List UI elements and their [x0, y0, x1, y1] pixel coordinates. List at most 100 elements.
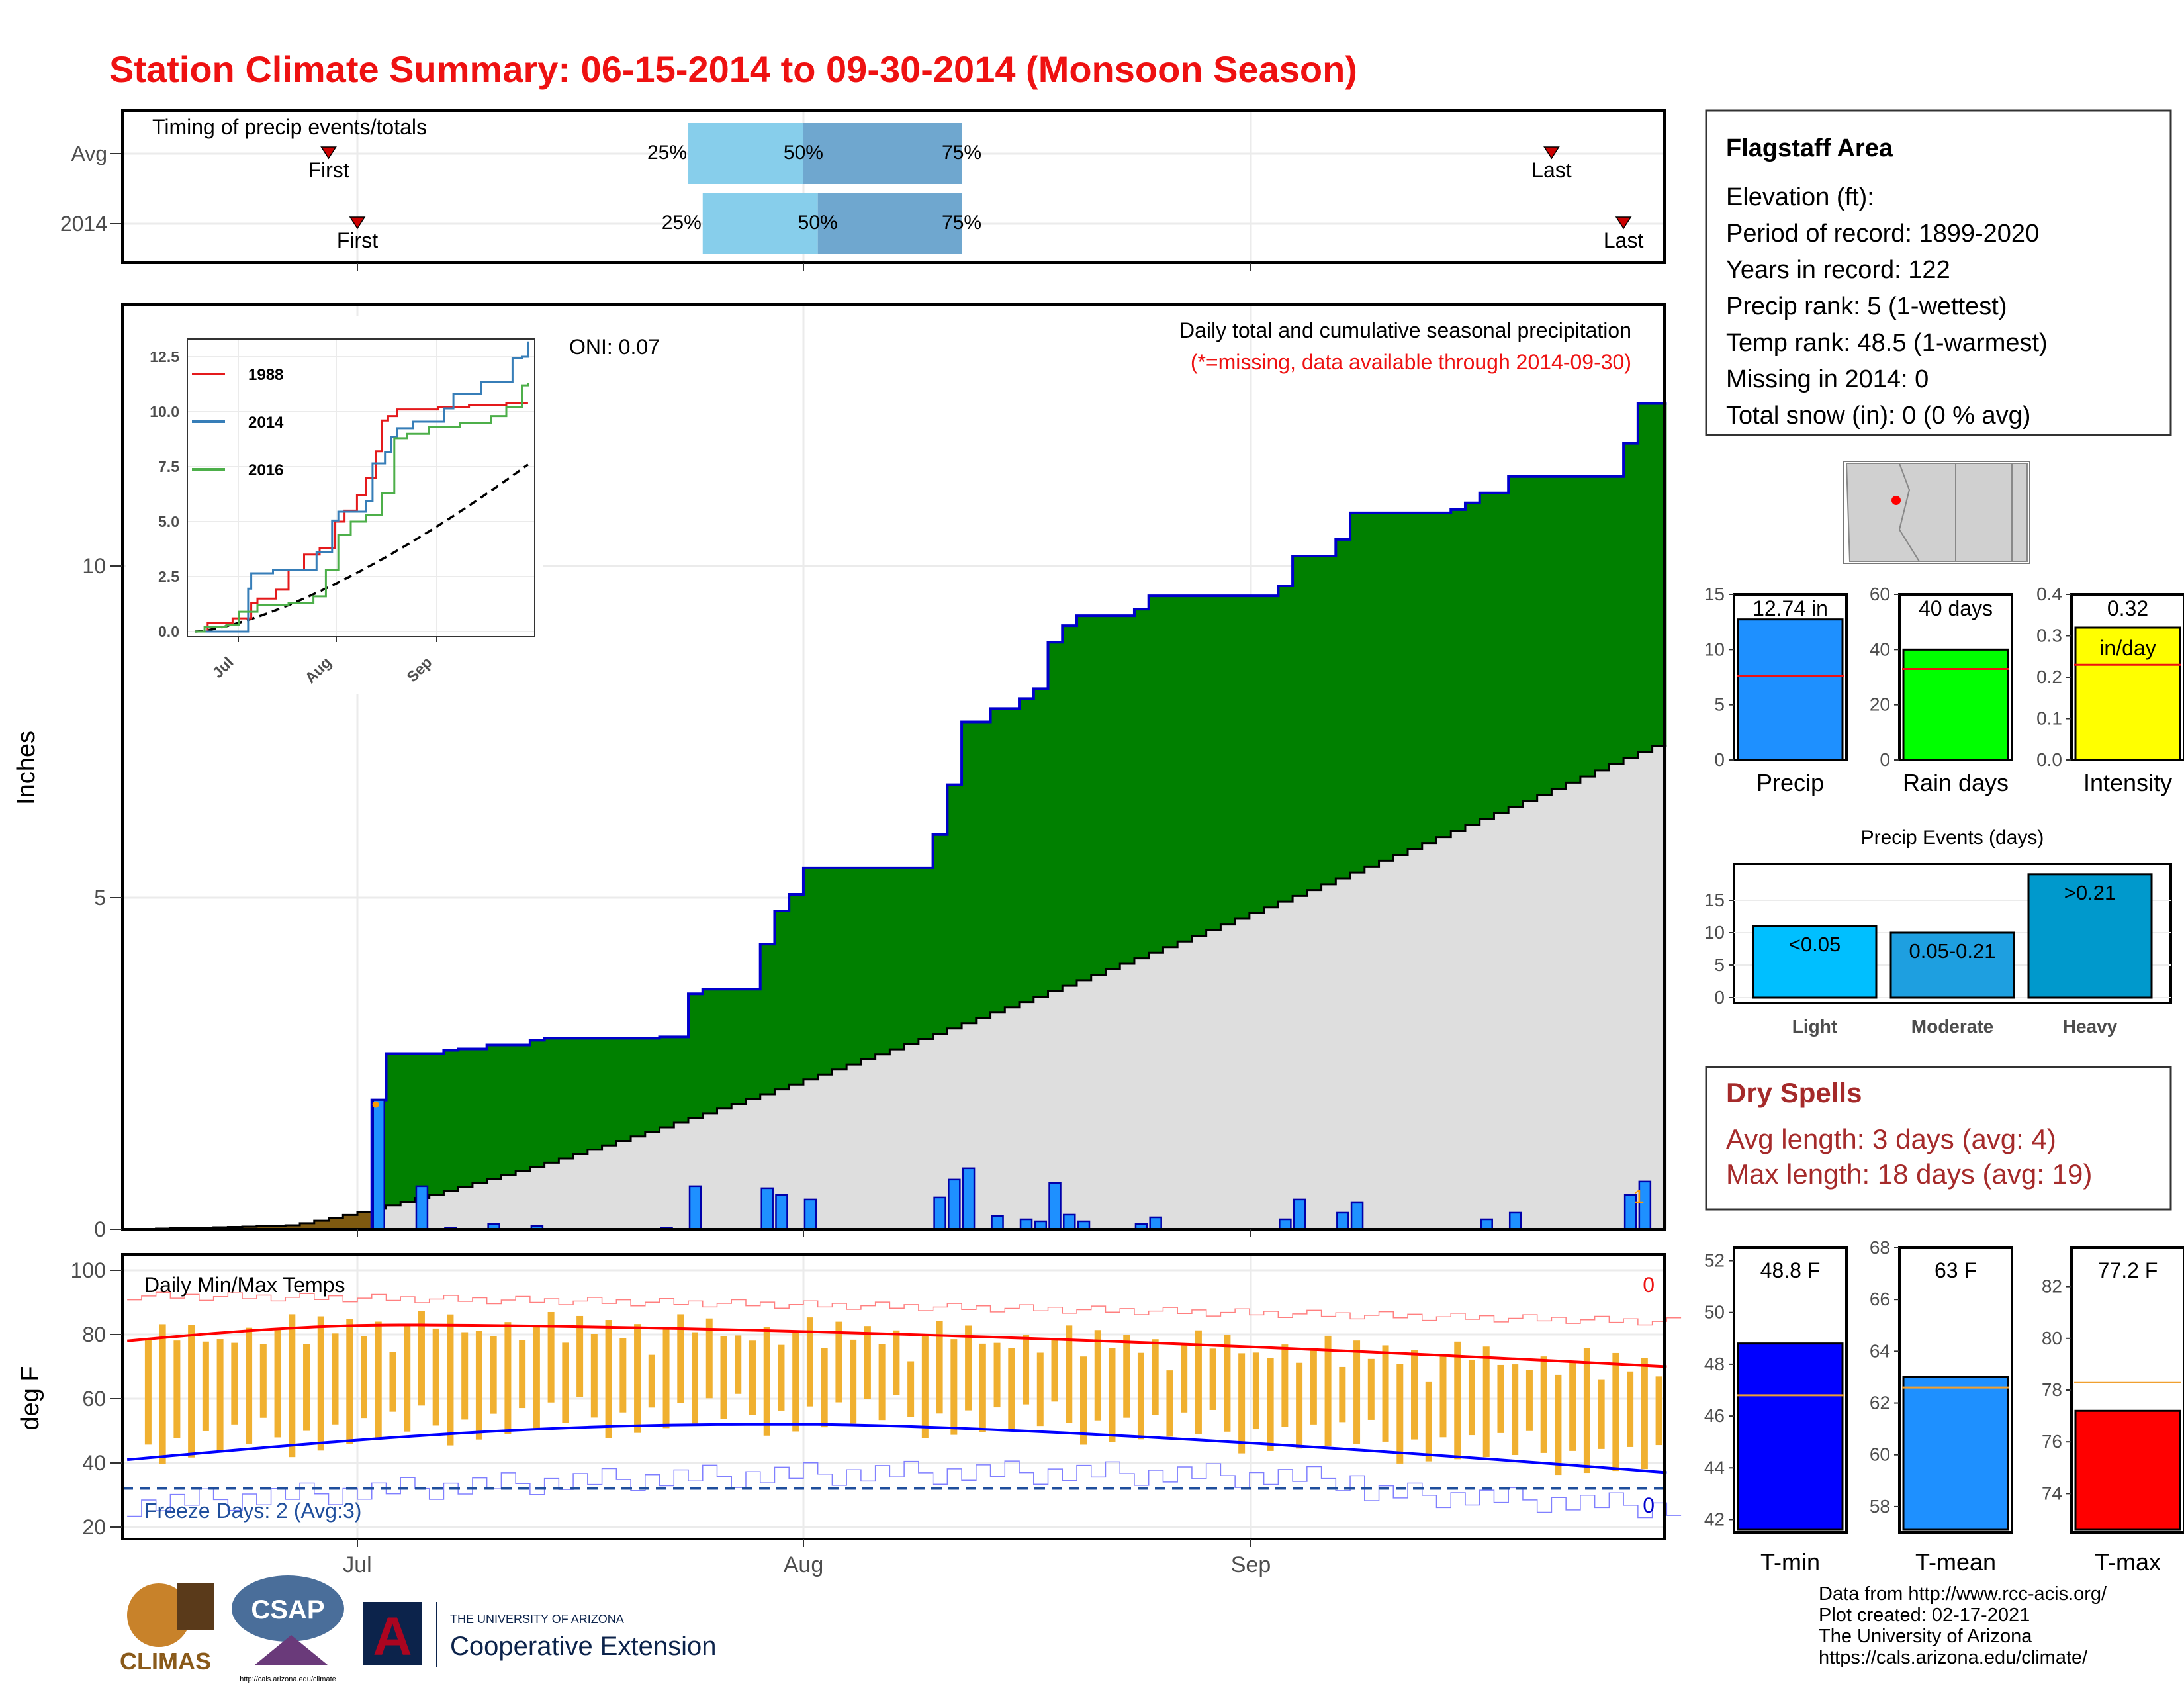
credit-line: https://cals.arizona.edu/climate/: [1819, 1647, 2088, 1668]
daily-precip-bar: [1048, 1182, 1062, 1231]
average-cumulative-line: [127, 745, 1667, 1231]
daily-temp-bar: [1655, 1376, 1662, 1446]
dry-spells-line: Max length: 18 days (avg: 19): [1726, 1158, 2092, 1190]
precip-summary-tick: 15: [1704, 584, 1725, 604]
daily-precip-bar: [1508, 1211, 1522, 1231]
daily-temp-bar: [1023, 1335, 1030, 1405]
daily-temp-bar: [1109, 1348, 1116, 1442]
dry-spells-line: Avg length: 3 days (avg: 4): [1726, 1123, 2056, 1154]
daily-temp-bar: [1497, 1364, 1504, 1433]
daily-temp-bar: [447, 1314, 454, 1446]
missing-note: (*=missing, data available through 2014-…: [1191, 350, 1631, 374]
first-label: First: [308, 158, 349, 182]
map-state-newmexico: [1955, 463, 2013, 562]
x-tick-label: Aug: [784, 1552, 824, 1577]
precip-event-category: Light: [1792, 1016, 1837, 1037]
daily-temp-bar: [1627, 1371, 1634, 1447]
raindays-summary-label: Rain days: [1903, 769, 2009, 796]
daily-precip-bar: [1480, 1218, 1493, 1231]
info-box-title: Flagstaff Area: [1726, 134, 1893, 162]
daily-temp-bar: [1382, 1345, 1389, 1442]
daily-temp-bar: [216, 1339, 224, 1451]
tmin-summary-tick: 50: [1704, 1302, 1725, 1323]
daily-temp-bar: [1339, 1366, 1346, 1423]
daily-temp-bar: [907, 1361, 915, 1417]
inset-y-tick: 7.5: [158, 458, 179, 475]
daily-temp-bar: [705, 1318, 713, 1399]
daily-temp-bar: [547, 1311, 555, 1403]
daily-temp-bar: [404, 1325, 411, 1432]
daily-precip-bar: [962, 1167, 976, 1231]
precip-event-bar: [1752, 925, 1878, 999]
daily-temp-bar: [317, 1316, 324, 1451]
intensity-summary-bar: [2074, 626, 2181, 761]
info-box-line: Period of record: 1899-2020: [1726, 220, 2039, 248]
below-average-area: [141, 1211, 372, 1229]
intensity-summary-tick: 0.2: [2036, 667, 2062, 687]
daily-temp-bar: [619, 1338, 627, 1413]
daily-temp-bar: [576, 1315, 584, 1397]
raindays-summary-tick: 40: [1870, 639, 1890, 659]
daily-temp-bar: [1224, 1335, 1231, 1432]
daily-temp-bar: [159, 1324, 166, 1464]
credit-line: Data from http://www.rcc-acis.org/: [1819, 1583, 2107, 1605]
daily-precip-bar: [688, 1185, 702, 1231]
tmax-summary-tick: 76: [2042, 1431, 2062, 1452]
raindays-summary-tick: 0: [1880, 749, 1890, 770]
precip-panel-border: [121, 303, 1666, 1231]
daily-temp-bar: [864, 1326, 871, 1399]
precip-summary-tick: 0: [1714, 749, 1725, 770]
daily-temp-bar: [1066, 1325, 1073, 1423]
temp-y-tick: 40: [82, 1451, 106, 1475]
above-average-area: [127, 403, 1667, 1229]
raindays-summary-tick: 20: [1870, 694, 1890, 715]
ua-logo-block: [363, 1602, 422, 1665]
intensity-summary-label: Intensity: [2083, 769, 2172, 796]
info-box-line: Missing in 2014: 0: [1726, 365, 1929, 393]
daily-temp-bar: [461, 1332, 469, 1420]
precip-event-bar: [2027, 873, 2153, 999]
tmean-summary-tick: 60: [1870, 1444, 1890, 1465]
ua-logo-letter: A: [373, 1607, 412, 1667]
daily-temp-bar: [893, 1330, 900, 1395]
daily-temp-bar: [246, 1327, 253, 1444]
daily-temp-bar: [634, 1324, 641, 1433]
missing-marker: [372, 1101, 379, 1108]
daily-temp-bar: [274, 1329, 281, 1438]
daily-temp-bar: [1396, 1364, 1404, 1464]
daily-temp-bar: [375, 1321, 382, 1438]
y-tick-label: 0: [94, 1217, 106, 1241]
precip-event-value: >0.21: [2064, 881, 2116, 904]
daily-temp-bar: [1181, 1344, 1188, 1413]
precip-events-tick: 10: [1704, 922, 1725, 943]
daily-temp-bar: [1598, 1379, 1605, 1449]
credit-line: The University of Arizona: [1819, 1626, 2032, 1647]
daily-temp-bar: [1209, 1348, 1216, 1410]
tmax-summary-label: T-max: [2095, 1548, 2161, 1575]
info-box: [1705, 109, 2172, 436]
daily-temp-bar: [720, 1336, 727, 1419]
first-label: First: [337, 228, 378, 252]
tmin-summary-label: T-min: [1760, 1548, 1820, 1575]
daily-precip-bar: [1350, 1201, 1364, 1231]
timing-bar-50-75: [803, 123, 962, 184]
daily-precip-bar: [775, 1194, 788, 1231]
tmin-summary-tick: 46: [1704, 1405, 1725, 1426]
tmax-summary-tick: 82: [2042, 1276, 2062, 1297]
precip-summary-tick: 5: [1714, 694, 1725, 715]
inset-y-tick: 10.0: [150, 403, 179, 420]
daily-temp-bar: [735, 1335, 742, 1394]
daily-temp-bar: [778, 1344, 785, 1411]
temp-panel-bg: [122, 1254, 1664, 1539]
tmean-summary-tick: 58: [1870, 1496, 1890, 1517]
info-box-line: Precip rank: 5 (1-wettest): [1726, 293, 2007, 320]
temp-y-tick: 100: [71, 1258, 106, 1282]
daily-temp-bar: [1425, 1381, 1432, 1462]
raindays-summary-bar: [1902, 648, 2009, 761]
dry-spells-title: Dry Spells: [1726, 1077, 1862, 1108]
ua-logo-line2: Cooperative Extension: [450, 1632, 716, 1661]
daily-temp-bar: [1137, 1352, 1144, 1440]
daily-temp-bar: [648, 1354, 655, 1408]
daily-temp-bar: [1569, 1361, 1576, 1451]
precip-event-value: <0.05: [1789, 933, 1841, 956]
